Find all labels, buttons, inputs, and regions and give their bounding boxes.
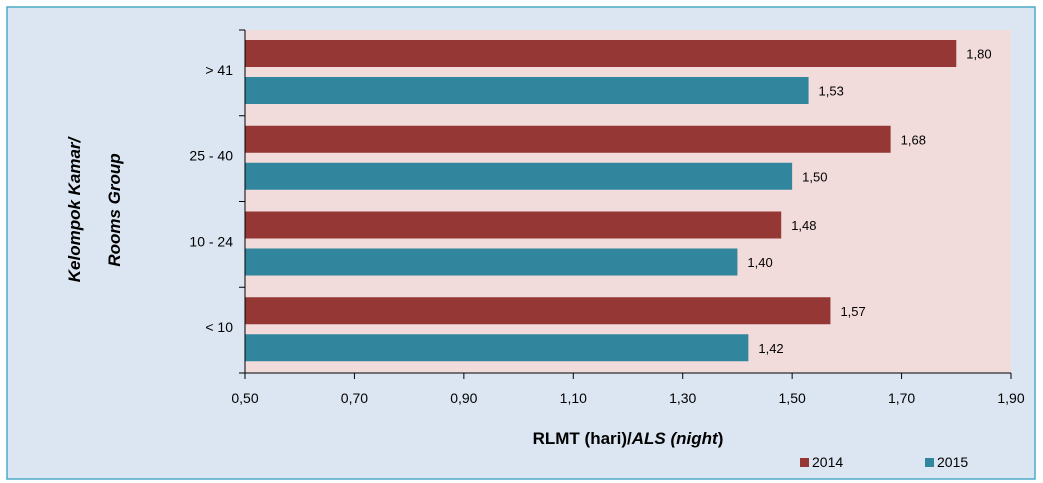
x-tick-label-6: 1,70	[888, 390, 915, 406]
bar-2015-3	[245, 334, 749, 362]
data-label-2014-3: 1,57	[840, 304, 865, 319]
axes-group	[239, 29, 1012, 379]
category-label-3: < 10	[205, 319, 233, 335]
bars-group	[245, 40, 957, 362]
x-axis-title: RLMT (hari)/ALS (night)	[533, 429, 724, 448]
data-label-2014-2: 1,48	[791, 218, 816, 233]
x-tick-label-2: 0,90	[450, 390, 477, 406]
x-tick-label-3: 1,10	[560, 390, 587, 406]
data-label-2015-1: 1,50	[802, 169, 827, 184]
bar-2015-2	[245, 248, 738, 276]
bar-2014-1	[245, 125, 891, 153]
bar-2015-1	[245, 162, 793, 190]
y-axis-title-line2: Rooms Group	[105, 153, 124, 266]
category-label-2: 10 - 24	[189, 233, 233, 249]
x-tick-label-1: 0,70	[341, 390, 368, 406]
legend-swatch-2015	[925, 458, 934, 467]
legend-label-2014: 2014	[812, 454, 843, 470]
bar-2014-0	[245, 40, 957, 67]
legend-label-2015: 2015	[937, 454, 968, 470]
legend-swatch-2014	[800, 458, 809, 467]
legend: 2014 2015	[800, 454, 968, 470]
y-axis-title: Kelompok Kamar/ Rooms Group	[65, 135, 124, 282]
bar-2015-0	[245, 77, 809, 104]
data-label-2015-2: 1,40	[747, 255, 772, 270]
data-labels-group: 1,80 1,53 1,68 1,50 1,48 1,40 1,57 1,42	[747, 47, 991, 356]
data-label-2015-3: 1,42	[758, 341, 783, 356]
x-tick-label-0: 0,50	[231, 390, 258, 406]
data-label-2014-1: 1,68	[901, 132, 926, 147]
x-tick-label-4: 1,30	[669, 390, 696, 406]
y-axis-title-line1: Kelompok Kamar/	[65, 135, 84, 282]
bar-2014-3	[245, 297, 831, 325]
category-label-0: > 41	[205, 62, 233, 78]
category-labels-group: > 41 25 - 40 10 - 24 < 10	[189, 62, 233, 335]
data-label-2015-0: 1,53	[819, 84, 844, 99]
x-tick-labels-group: 0,50 0,70 0,90 1,10 1,30 1,50 1,70 1,90	[231, 390, 1024, 406]
category-label-1: 25 - 40	[189, 148, 233, 164]
x-tick-label-5: 1,50	[779, 390, 806, 406]
x-tick-label-7: 1,90	[997, 390, 1024, 406]
data-label-2014-0: 1,80	[966, 47, 991, 62]
bar-2014-2	[245, 211, 782, 239]
